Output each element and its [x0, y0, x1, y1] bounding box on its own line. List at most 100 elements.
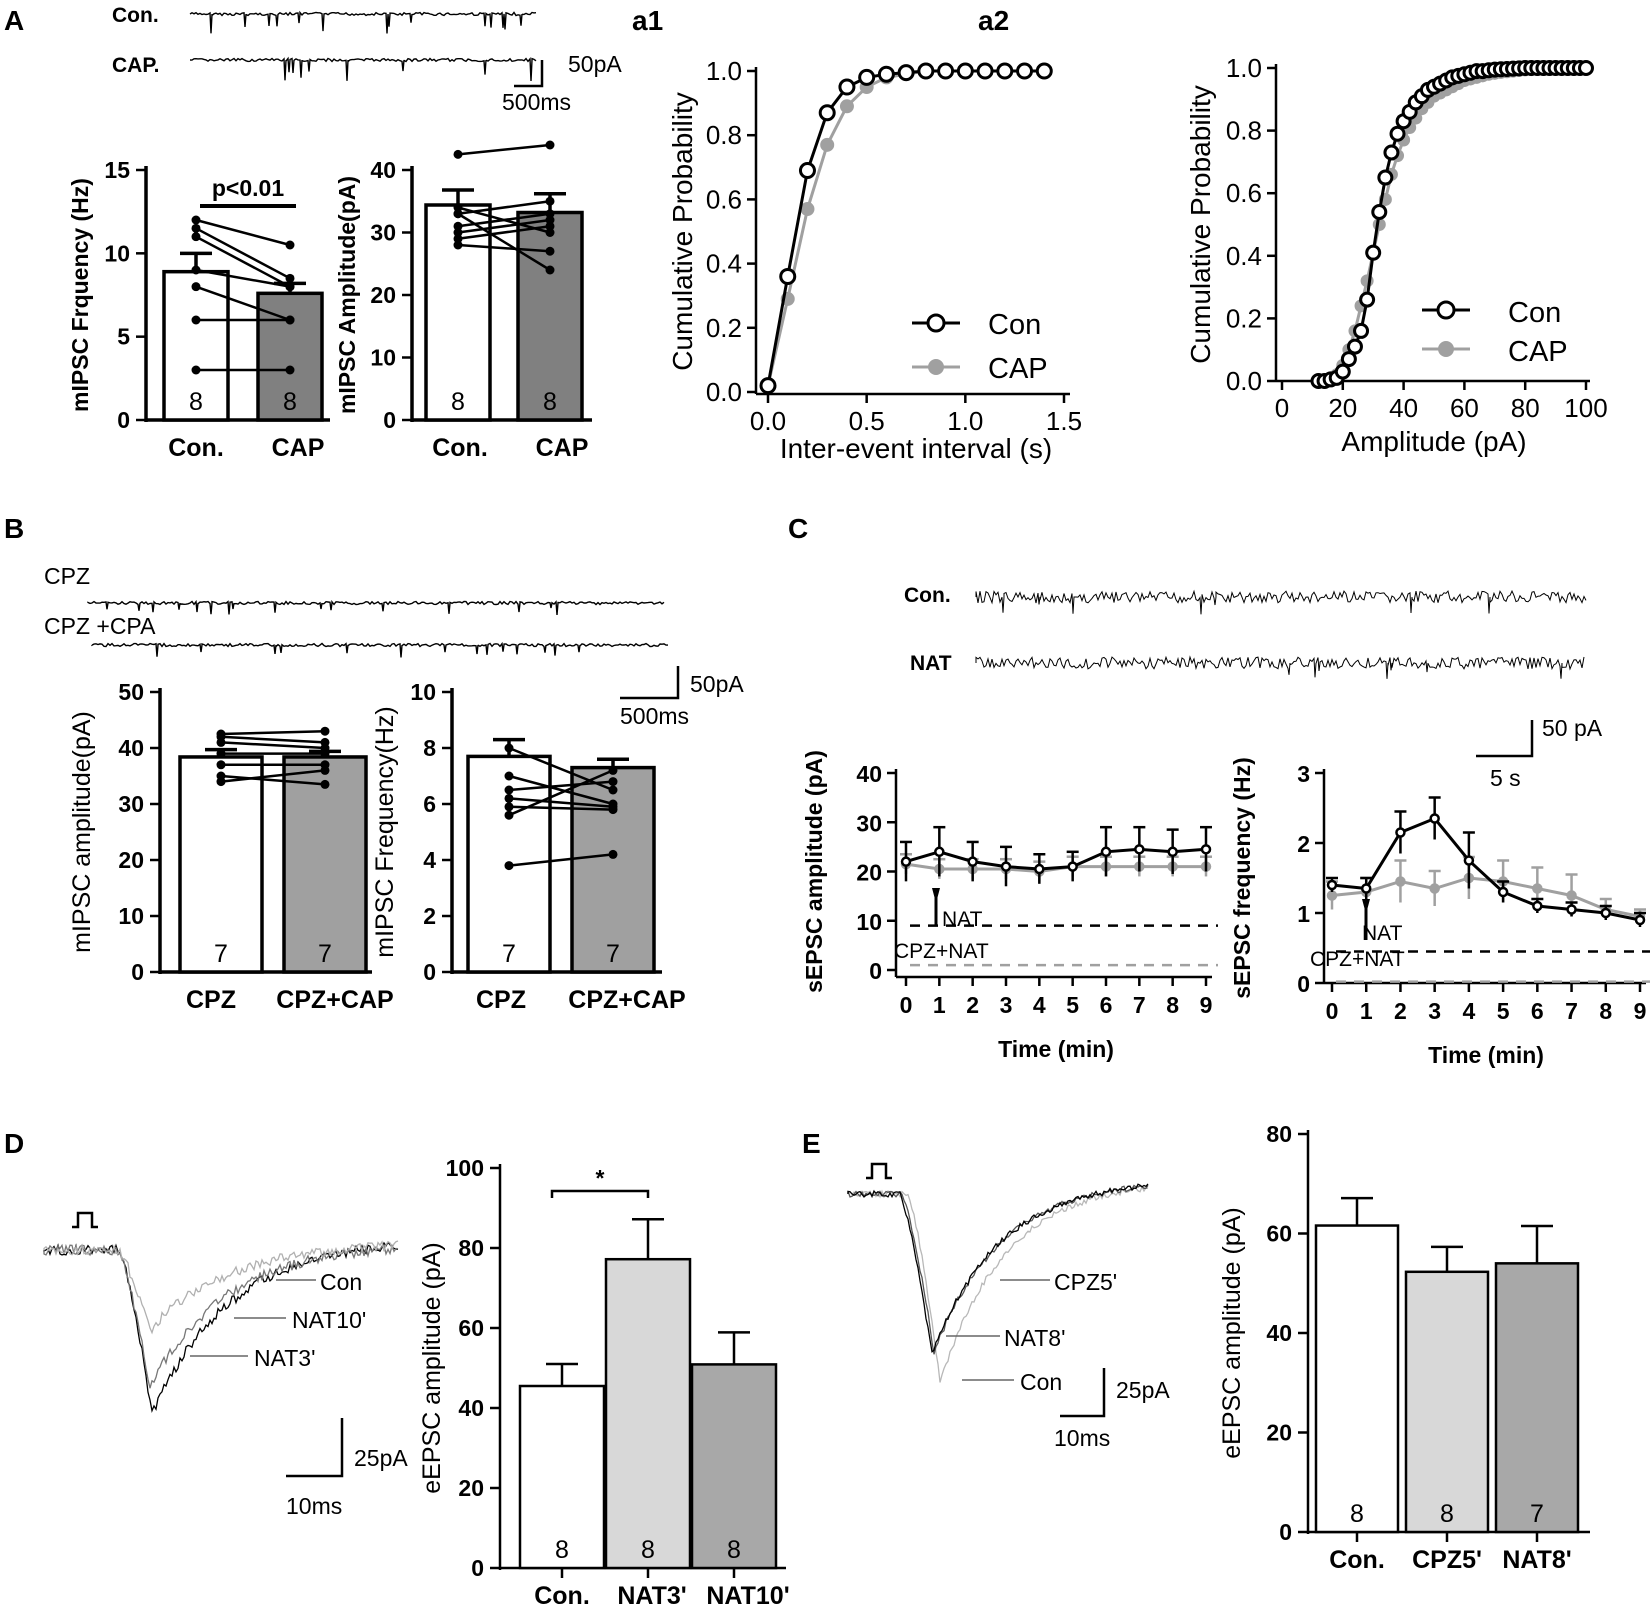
scale-label-x: 10ms — [286, 1493, 342, 1519]
data-point — [1395, 827, 1406, 838]
data-point — [1463, 855, 1475, 866]
p-value-annotation: p<0.01 — [212, 175, 284, 201]
category-label: Con. — [1329, 1546, 1385, 1574]
paired-point — [608, 777, 618, 787]
data-point — [967, 856, 978, 867]
x-tick-label: 40 — [1389, 393, 1418, 423]
trace-label-con: Con — [320, 1269, 362, 1295]
y-tick-label: 0 — [383, 407, 396, 433]
trace-label-con: Con. — [112, 4, 159, 27]
paired-line — [508, 774, 614, 806]
paired-point — [320, 765, 330, 775]
category-label: CPZ+CAP — [276, 986, 393, 1014]
data-point — [1100, 846, 1112, 858]
bar-0 — [178, 755, 264, 974]
paired-point — [545, 228, 555, 237]
x-tick-label: 9 — [1200, 992, 1213, 1018]
x-tick-label: 100 — [1564, 393, 1607, 423]
paired-line — [195, 218, 291, 247]
legend-label: CAP — [988, 353, 1048, 385]
y-tick-label: 0.6 — [1226, 178, 1262, 208]
data-point — [1326, 879, 1338, 891]
paired-line — [195, 285, 291, 322]
data-point — [858, 68, 876, 86]
trace-label-con: Con. — [904, 584, 951, 607]
paired-point — [320, 749, 330, 759]
data-point — [779, 267, 797, 285]
x-tick-label: 9 — [1634, 998, 1647, 1024]
paired-point — [504, 861, 514, 871]
paired-point — [285, 282, 295, 292]
trace-cap — [189, 56, 537, 82]
data-point — [1000, 861, 1012, 872]
y-tick-label: 20 — [458, 1475, 484, 1501]
significance-star: * — [596, 1165, 605, 1191]
category-label: CAP — [272, 434, 325, 462]
y-tick-label: 6 — [423, 791, 436, 817]
x-tick-label: 80 — [1511, 393, 1540, 423]
x-axis-label: Time (min) — [1428, 1042, 1544, 1068]
n-label: 8 — [1350, 1500, 1364, 1528]
series-con — [1310, 60, 1594, 389]
x-axis-label: Time (min) — [998, 1036, 1114, 1062]
category-label: NAT10' — [706, 1582, 789, 1606]
category-label: CAP — [536, 434, 589, 462]
y-tick-label: 0.8 — [706, 120, 742, 150]
chart-E: 0 20 40 60 80 8 Con. 8 CPZ5' 7 NAT8' eEPSC amplitud… — [1218, 1121, 1590, 1574]
y-tick-label: 10 — [856, 909, 882, 935]
trace-nat8 — [847, 1183, 1149, 1353]
data-point — [1353, 322, 1370, 339]
data-point — [1016, 62, 1034, 80]
data-point — [900, 856, 912, 867]
trace-label-nat: NAT — [910, 652, 952, 675]
paired-line — [220, 729, 326, 736]
paired-line — [508, 769, 614, 817]
paired-point — [608, 785, 618, 795]
paired-point — [191, 215, 201, 225]
x-tick-label: 5 — [1066, 992, 1079, 1018]
data-point — [877, 65, 895, 83]
paired-line — [220, 769, 326, 783]
legend-marker — [926, 313, 946, 333]
y-tick-label: 0.2 — [706, 313, 742, 343]
scale-label-y: 50 pA — [1542, 715, 1603, 741]
data-point — [820, 137, 835, 152]
data-point — [838, 78, 856, 96]
paired-point — [504, 793, 514, 803]
paired-point — [545, 209, 555, 219]
y-tick-label: 15 — [104, 157, 130, 183]
paired-point — [545, 140, 555, 150]
paired-point — [216, 737, 226, 747]
series-con — [759, 62, 1053, 395]
y-tick-label: 20 — [370, 282, 396, 308]
x-tick-label: 8 — [1166, 992, 1179, 1018]
y-axis-label: mIPSC Frquency (Hz) — [67, 178, 93, 412]
n-label: 8 — [1440, 1500, 1454, 1528]
data-point — [934, 846, 945, 858]
n-label: 8 — [727, 1536, 741, 1564]
x-tick-label: 60 — [1450, 393, 1479, 423]
bar-1 — [1404, 1270, 1490, 1534]
data-point — [1035, 62, 1053, 80]
y-tick-label: 0.2 — [1226, 303, 1262, 333]
x-tick-label: 6 — [1100, 992, 1113, 1018]
panel-label-c: C — [788, 513, 808, 544]
y-tick-label: 20 — [118, 847, 144, 873]
category-label: Con. — [168, 434, 224, 462]
data-point — [897, 64, 915, 82]
bar-2 — [1494, 1262, 1580, 1534]
y-axis-label: sEPSC frequency (Hz) — [1229, 757, 1255, 999]
data-point — [839, 99, 854, 114]
stimulus-marker — [866, 1162, 892, 1180]
y-tick-label: 5 — [117, 324, 130, 350]
paired-point — [285, 240, 295, 250]
paired-point — [285, 273, 295, 283]
y-tick-label: 40 — [118, 735, 144, 761]
x-tick-label: 6 — [1531, 998, 1544, 1024]
n-label: 8 — [189, 388, 203, 416]
scale-label-x: 5 s — [1490, 765, 1521, 791]
legend-marker — [928, 359, 944, 375]
category-label: Con. — [534, 1582, 590, 1606]
trace-label-cpz-cpa: CPZ +CPA — [44, 613, 156, 639]
y-tick-label: 0 — [1279, 1519, 1292, 1545]
